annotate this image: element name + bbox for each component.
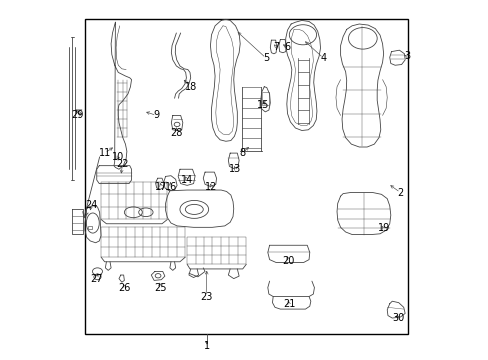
Text: 27: 27 (90, 274, 102, 284)
Text: 9: 9 (153, 111, 160, 121)
Text: 26: 26 (118, 283, 130, 293)
Text: 29: 29 (71, 111, 83, 121)
Text: 10: 10 (112, 152, 124, 162)
Text: 11: 11 (99, 148, 111, 158)
Bar (187, 237, 246, 264)
Text: 5: 5 (263, 53, 268, 63)
Bar (101, 226, 185, 257)
Text: 15: 15 (257, 100, 269, 110)
Text: 17: 17 (155, 182, 167, 192)
Bar (101, 182, 167, 220)
Text: 2: 2 (397, 188, 403, 198)
Text: 18: 18 (184, 82, 197, 92)
Text: 21: 21 (282, 299, 295, 309)
Text: 13: 13 (229, 164, 241, 174)
Text: 3: 3 (404, 51, 410, 61)
Text: 20: 20 (282, 256, 294, 266)
Text: 4: 4 (320, 53, 326, 63)
Text: 25: 25 (154, 283, 166, 293)
Text: 22: 22 (116, 159, 128, 169)
Bar (85, 19, 407, 334)
Text: 28: 28 (170, 129, 182, 138)
Text: 30: 30 (392, 313, 404, 323)
Bar (88, 226, 92, 229)
Text: 23: 23 (200, 292, 212, 302)
Text: 16: 16 (164, 182, 177, 192)
Text: 14: 14 (181, 175, 193, 185)
Text: 8: 8 (239, 148, 245, 158)
Text: 1: 1 (203, 341, 209, 351)
Text: 24: 24 (84, 200, 97, 210)
Text: 6: 6 (284, 42, 290, 52)
Bar (262, 92, 268, 105)
Text: 12: 12 (205, 182, 217, 192)
Text: 7: 7 (273, 42, 279, 52)
Text: 19: 19 (377, 224, 389, 233)
